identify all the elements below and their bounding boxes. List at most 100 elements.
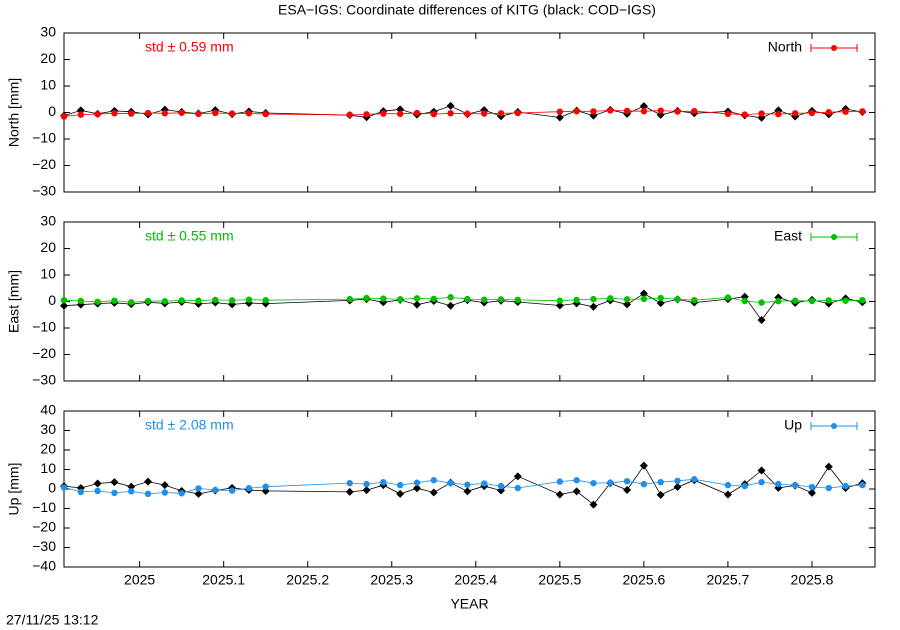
- point: [514, 296, 522, 304]
- point: [573, 107, 580, 115]
- point: [741, 111, 748, 118]
- point: [724, 294, 732, 301]
- x-tick-label: 2025.5: [538, 572, 581, 588]
- point: [555, 301, 564, 310]
- y-tick-label: −10: [32, 319, 56, 335]
- point: [691, 107, 698, 115]
- point: [262, 483, 269, 490]
- point: [245, 110, 253, 117]
- point: [245, 296, 253, 303]
- point: [363, 294, 370, 302]
- point: [791, 481, 799, 489]
- point: [396, 489, 405, 498]
- point: [262, 296, 269, 304]
- point: [178, 297, 185, 304]
- point: [555, 113, 564, 122]
- point: [429, 488, 438, 497]
- point: [590, 108, 597, 115]
- point: [380, 478, 387, 486]
- y-tick-label: −30: [32, 372, 56, 388]
- point: [590, 479, 597, 487]
- point: [674, 477, 681, 485]
- point: [842, 482, 849, 490]
- point: [741, 297, 748, 305]
- point: [607, 295, 614, 302]
- point: [60, 484, 68, 491]
- point: [430, 477, 437, 484]
- y-tick-label: 40: [40, 402, 56, 418]
- point: [128, 488, 135, 495]
- point: [94, 110, 101, 118]
- point: [380, 295, 387, 302]
- point: [345, 487, 354, 496]
- point: [808, 483, 816, 491]
- point: [447, 479, 454, 487]
- point: [639, 461, 648, 470]
- point: [412, 484, 421, 493]
- point: [691, 296, 698, 304]
- point: [144, 109, 152, 117]
- y-tick-label: 10: [40, 266, 56, 282]
- point: [144, 490, 152, 498]
- x-axis-label: YEAR: [450, 596, 488, 612]
- x-tick-label: 2025: [124, 572, 155, 588]
- y-tick-label: 20: [40, 239, 56, 255]
- y-tick-label: 0: [48, 292, 56, 308]
- point: [640, 107, 648, 115]
- point: [741, 482, 748, 490]
- point: [807, 488, 816, 497]
- std-annotation: std ± 0.59 mm: [145, 39, 234, 55]
- point: [481, 296, 488, 303]
- point: [808, 297, 816, 305]
- std-annotation: std ± 0.55 mm: [145, 228, 234, 244]
- point: [396, 296, 404, 303]
- legend-marker: [831, 234, 837, 240]
- point: [497, 482, 505, 490]
- y-axis-label: East [mm]: [6, 270, 22, 333]
- y-tick-label: 30: [40, 421, 56, 437]
- point: [161, 489, 169, 496]
- point: [859, 108, 866, 115]
- x-tick-label: 2025.8: [791, 572, 834, 588]
- point: [825, 109, 832, 116]
- point: [110, 478, 119, 487]
- point: [144, 297, 152, 305]
- point: [380, 110, 387, 117]
- point: [623, 478, 631, 485]
- x-tick-label: 2025.4: [454, 572, 497, 588]
- point: [590, 295, 597, 303]
- point: [657, 107, 664, 114]
- point: [556, 108, 564, 115]
- point: [212, 109, 219, 117]
- point: [60, 301, 68, 310]
- y-tick-label: 20: [40, 441, 56, 457]
- point: [859, 296, 866, 304]
- point: [94, 487, 101, 495]
- point: [573, 296, 580, 304]
- point: [160, 481, 169, 490]
- point: [691, 476, 698, 483]
- point: [195, 485, 202, 492]
- point: [556, 297, 564, 304]
- point: [111, 110, 118, 117]
- point: [673, 483, 682, 492]
- point: [77, 488, 85, 496]
- point: [824, 462, 833, 471]
- point: [724, 481, 732, 489]
- y-tick-label: 10: [40, 77, 56, 93]
- point: [127, 482, 136, 491]
- point: [825, 297, 832, 304]
- point: [111, 489, 118, 497]
- point: [640, 295, 648, 303]
- y-tick-label: −20: [32, 519, 56, 535]
- point: [446, 301, 455, 310]
- point: [447, 110, 454, 117]
- point: [572, 487, 581, 496]
- point: [639, 289, 648, 298]
- point: [346, 295, 353, 303]
- y-tick-label: −10: [32, 499, 56, 515]
- point: [195, 110, 202, 118]
- y-tick-label: 0: [48, 480, 56, 496]
- point: [195, 297, 202, 304]
